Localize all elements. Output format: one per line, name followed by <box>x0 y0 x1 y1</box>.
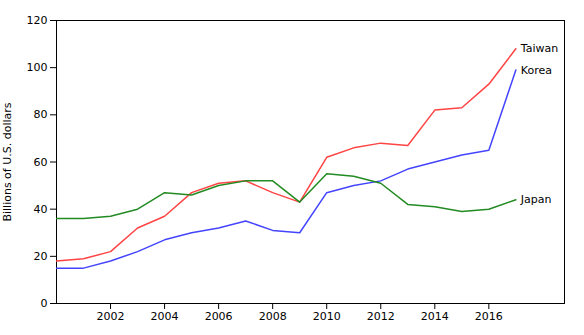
svg-text:0: 0 <box>41 297 48 310</box>
svg-text:2006: 2006 <box>205 310 233 323</box>
svg-text:2016: 2016 <box>475 310 503 323</box>
svg-text:40: 40 <box>34 203 48 216</box>
svg-text:2004: 2004 <box>151 310 179 323</box>
svg-text:60: 60 <box>34 156 48 169</box>
svg-text:2002: 2002 <box>97 310 125 323</box>
svg-text:2010: 2010 <box>313 310 341 323</box>
svg-text:Japan: Japan <box>520 193 552 206</box>
svg-text:2014: 2014 <box>421 310 449 323</box>
svg-text:120: 120 <box>27 14 48 27</box>
svg-text:Taiwan: Taiwan <box>520 42 558 55</box>
svg-text:2012: 2012 <box>367 310 395 323</box>
svg-text:Billions of U.S. dollars: Billions of U.S. dollars <box>1 102 14 221</box>
svg-text:80: 80 <box>34 108 48 121</box>
svg-text:2008: 2008 <box>259 310 287 323</box>
svg-text:100: 100 <box>27 61 48 74</box>
svg-text:Korea: Korea <box>521 64 552 77</box>
svg-text:20: 20 <box>34 250 48 263</box>
